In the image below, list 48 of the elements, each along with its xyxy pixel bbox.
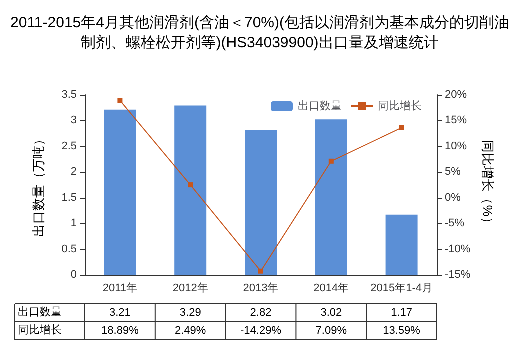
x-tick-label: 2015年1-4月	[370, 282, 433, 294]
point	[118, 98, 123, 104]
point	[258, 268, 264, 274]
data-label: 13.59%	[383, 325, 421, 337]
y2-tick-label: -5%	[445, 218, 465, 230]
text: 同比增长	[18, 324, 62, 336]
data-label: 1.17	[391, 307, 413, 319]
y2-tick-label: 5%	[445, 166, 462, 178]
point	[188, 182, 194, 188]
point	[399, 125, 404, 130]
chart-title: 2011-2015年4月其他润滑剂(含油＜70%)(包括以润滑剂为基本成分的切削油制剂、螺栓松开剂等)(HS34039900)出口量及增速统计	[10, 14, 510, 52]
y-tick-label: 2	[70, 166, 77, 178]
y-tick-label: 1.5	[62, 192, 77, 204]
y-axis-title: 出口数量（万吨）	[31, 133, 46, 237]
legend-label: 出口数量	[298, 100, 342, 112]
data-label: 3.02	[320, 307, 342, 319]
y2-tick-label: -15%	[445, 269, 471, 281]
x-tick-label: 2011年	[102, 282, 138, 294]
data-label: -14.29%	[240, 325, 282, 337]
x-tick-label: 2012年	[172, 282, 208, 294]
bar	[104, 110, 136, 275]
data-label: 7.09%	[316, 325, 348, 337]
y-tick-label: 0.5	[62, 243, 77, 256]
data-label: 3.29	[180, 307, 202, 319]
y-tick-label: 0	[70, 269, 77, 281]
y2-tick-label: -10%	[445, 243, 471, 256]
data-label: 18.89%	[102, 325, 140, 337]
y2-tick-label: 0%	[445, 192, 462, 204]
y2-axis-title: 同比增长（%）	[480, 140, 496, 230]
y-tick-label: 1	[70, 218, 77, 230]
y-tick-label: 3	[70, 114, 77, 127]
data-label: 3.21	[109, 307, 131, 319]
bar	[245, 130, 277, 275]
x-tick-label: 2013年	[243, 282, 279, 294]
y-tick-label: 3.5	[62, 89, 77, 101]
data-label: 2.49%	[175, 325, 206, 337]
data-label: 2.82	[250, 307, 272, 319]
y2-tick-label: 20%	[445, 89, 468, 101]
bar	[315, 120, 348, 275]
x-tick-label: 2014年	[314, 282, 350, 294]
bar	[174, 106, 207, 275]
y2-tick-label: 15%	[445, 114, 468, 127]
text: 出口数量	[18, 306, 62, 318]
point	[328, 158, 334, 164]
bar	[386, 214, 418, 275]
y2-tick-label: 10%	[445, 140, 468, 152]
y-tick-label: 2.5	[62, 140, 77, 152]
legend-label: 同比增长	[378, 100, 422, 112]
